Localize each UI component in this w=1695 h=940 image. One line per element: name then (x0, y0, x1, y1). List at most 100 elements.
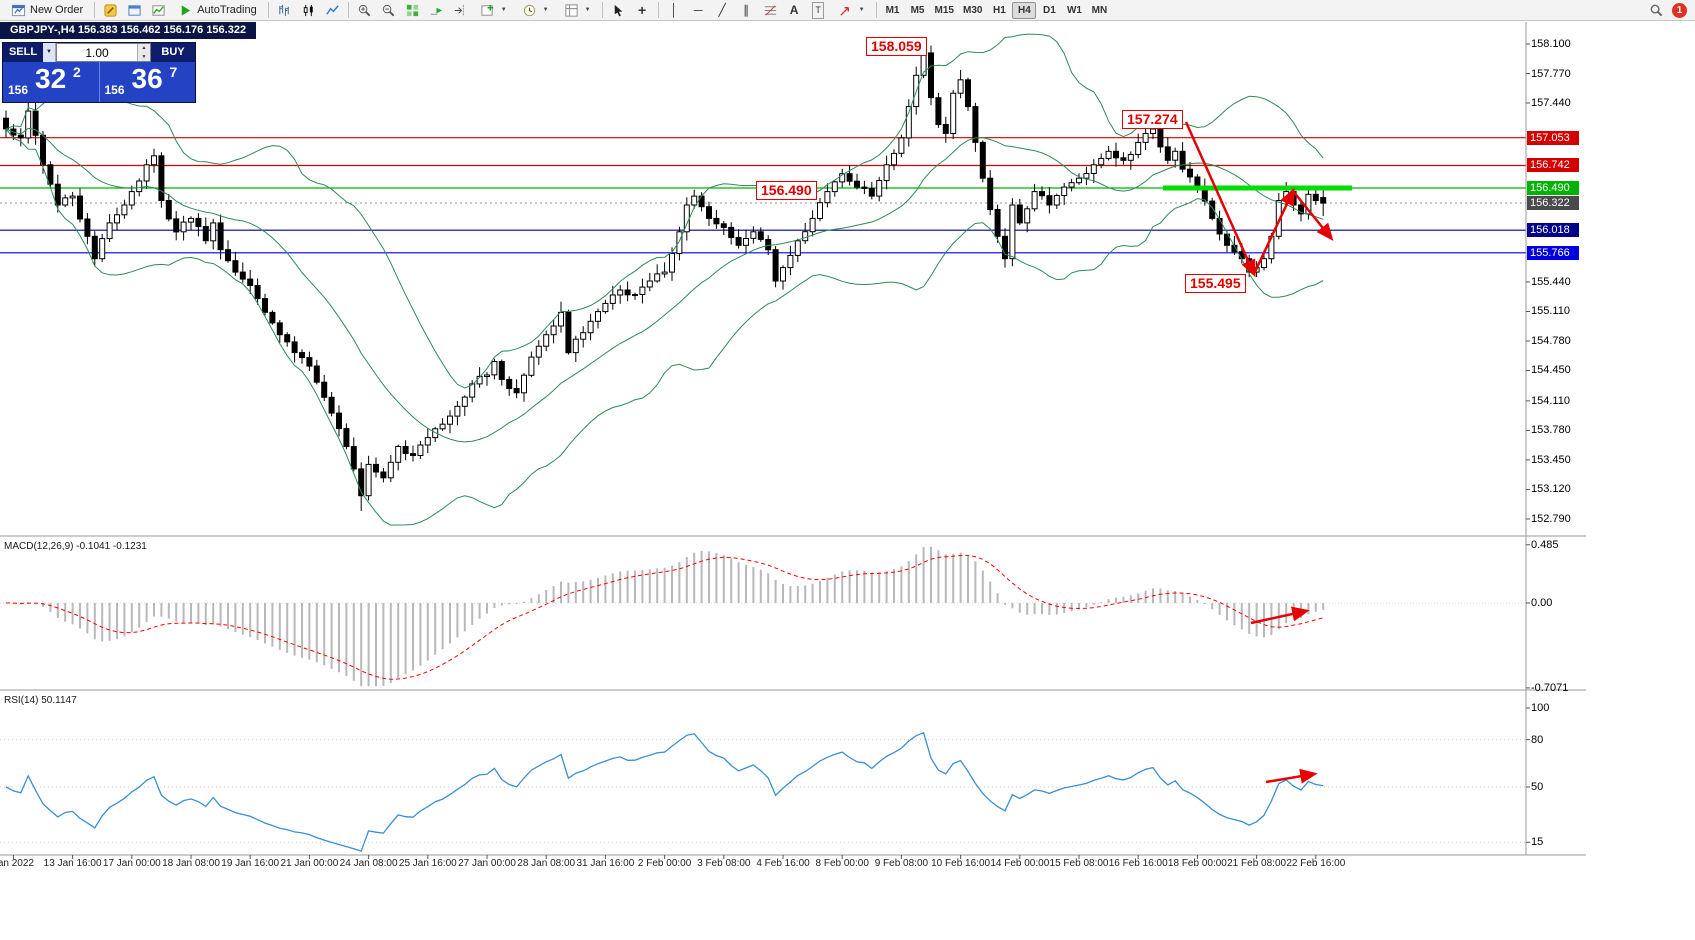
autotrading-label: AutoTrading (197, 4, 257, 16)
auto-scroll-button[interactable] (425, 1, 448, 20)
timeframe-w1-button[interactable]: W1 (1062, 2, 1086, 19)
sell-price-pip: 2 (73, 64, 81, 80)
cursor-icon (614, 4, 622, 16)
chevron-down-icon: ▼ (858, 7, 865, 13)
trendline-tool-button[interactable]: ╱ (711, 1, 734, 20)
new-order-icon (11, 4, 26, 16)
search-icon (1650, 4, 1663, 16)
crosshair-tool-button[interactable]: + (631, 1, 654, 20)
candlestick-chart-button[interactable] (297, 1, 320, 20)
templates-dropdown[interactable]: ▼ (557, 1, 598, 20)
channel-tool-button[interactable]: ∥ (735, 1, 758, 20)
search-button[interactable] (1645, 1, 1668, 20)
toolbar-separator (875, 2, 877, 18)
chart-canvas[interactable] (0, 22, 1695, 940)
macd-indicator-label: MACD(12,26,9) -0.1041 -0.1231 (4, 541, 147, 552)
chart-title-bar: GBPJPY-,H4 156.383 156.462 156.176 156.3… (0, 22, 257, 39)
crosshair-icon: + (637, 1, 647, 18)
new-chart-dropdown[interactable]: ▼ (473, 1, 514, 20)
main-toolbar: New Order AutoTrading ▼ ▼ ▼ + │ ─ ╱ ∥ A … (0, 0, 1695, 21)
volume-increase-button[interactable]: ▲ (138, 44, 150, 53)
cursor-tool-button[interactable] (607, 1, 630, 20)
volume-input[interactable] (57, 44, 137, 61)
autotrading-play-icon (181, 4, 191, 16)
metaeditor-button[interactable] (99, 1, 122, 20)
trendline-icon: ╱ (718, 2, 726, 17)
buy-header[interactable]: BUY (151, 43, 195, 62)
text-label-tool-button[interactable]: T (807, 1, 830, 20)
one-click-options-caret[interactable]: ▼ (43, 43, 56, 62)
timeframe-h1-button[interactable]: H1 (987, 2, 1011, 19)
autotrading-button[interactable]: AutoTrading (171, 1, 264, 20)
chevron-down-icon: ▼ (584, 7, 591, 13)
sell-header[interactable]: SELL (3, 43, 43, 62)
horizontal-line-tool-button[interactable]: ─ (687, 1, 710, 20)
timeframe-m15-button[interactable]: M15 (931, 2, 958, 19)
price-annotation[interactable]: 155.495 (1185, 274, 1246, 293)
timeframe-m1-button[interactable]: M1 (881, 2, 905, 19)
volume-spinner: ▲ ▼ (137, 44, 150, 61)
timeframe-m5-button[interactable]: M5 (906, 2, 930, 19)
rsi-indicator-label: RSI(14) 50.1147 (4, 695, 77, 706)
buy-price-prefix: 156 (104, 83, 125, 97)
new-order-label: New Order (30, 4, 84, 16)
line-chart-button[interactable] (321, 1, 344, 20)
new-order-button[interactable]: New Order (4, 1, 90, 20)
metaeditor-icon (104, 3, 117, 17)
volume-field: ▲ ▼ (56, 43, 151, 62)
buy-price-main: 36 (131, 63, 163, 94)
new-chart-icon (481, 4, 493, 16)
price-annotation[interactable]: 157.274 (1122, 110, 1183, 129)
terminal-icon (128, 4, 141, 16)
zoom-out-icon (382, 4, 395, 16)
chart-area: 158.100 157.770 157.440 155.440 155.110 154.7… (0, 22, 1695, 940)
volume-decrease-button[interactable]: ▼ (138, 52, 150, 61)
terminal-button[interactable] (123, 1, 146, 20)
profiles-clock-icon (523, 4, 535, 16)
sell-price-prefix: 156 (8, 83, 29, 97)
vertical-line-icon: │ (670, 2, 678, 17)
sell-price-button[interactable]: 156 32 2 (3, 62, 99, 102)
bar-chart-icon (279, 4, 289, 16)
templates-icon (565, 3, 578, 17)
tile-windows-icon (406, 4, 418, 16)
zoom-out-button[interactable] (377, 1, 400, 20)
arrow-tool-icon (839, 6, 849, 16)
chevron-down-icon: ▼ (542, 7, 549, 13)
fibonacci-tool-button[interactable] (759, 1, 782, 20)
zoom-in-button[interactable] (353, 1, 376, 20)
text-label-icon: T (812, 1, 824, 19)
toolbar-separator (657, 2, 659, 18)
toolbar-separator (347, 2, 349, 18)
sell-price-main: 32 (35, 63, 67, 94)
chart-shift-button[interactable] (449, 1, 472, 20)
text-tool-button[interactable]: A (783, 1, 806, 20)
price-annotation[interactable]: 158.059 (866, 37, 927, 56)
arrows-tool-dropdown[interactable]: ▼ (831, 1, 872, 20)
timeframe-h4-button[interactable]: H4 (1012, 1, 1037, 19)
buy-price-button[interactable]: 156 36 7 (98, 62, 195, 102)
candlestick-chart-icon (303, 4, 313, 16)
horizontal-line-icon: ─ (693, 2, 703, 17)
strategy-tester-icon (152, 4, 165, 16)
timeframe-d1-button[interactable]: D1 (1037, 2, 1061, 19)
tile-windows-button[interactable] (401, 1, 424, 20)
timeframe-mn-button[interactable]: MN (1087, 2, 1111, 19)
strategy-tester-button[interactable] (147, 1, 170, 20)
bar-chart-button[interactable] (273, 1, 296, 20)
text-icon: A (789, 2, 799, 17)
equidistant-channel-icon: ∥ (743, 2, 750, 17)
one-click-trading-panel: SELL ▼ ▲ ▼ BUY 156 32 2 156 36 7 (2, 42, 196, 103)
chevron-down-icon: ▼ (500, 7, 507, 13)
price-annotation[interactable]: 156.490 (756, 181, 817, 200)
vertical-line-tool-button[interactable]: │ (663, 1, 686, 20)
toolbar-separator (601, 2, 603, 18)
timeframe-m30-button[interactable]: M30 (959, 2, 986, 19)
chart-shift-icon (454, 4, 464, 16)
profiles-dropdown[interactable]: ▼ (515, 1, 556, 20)
fibonacci-icon (764, 4, 776, 16)
notification-badge[interactable]: 1 (1672, 2, 1687, 18)
toolbar-separator (267, 2, 269, 18)
toolbar-separator (94, 2, 96, 18)
